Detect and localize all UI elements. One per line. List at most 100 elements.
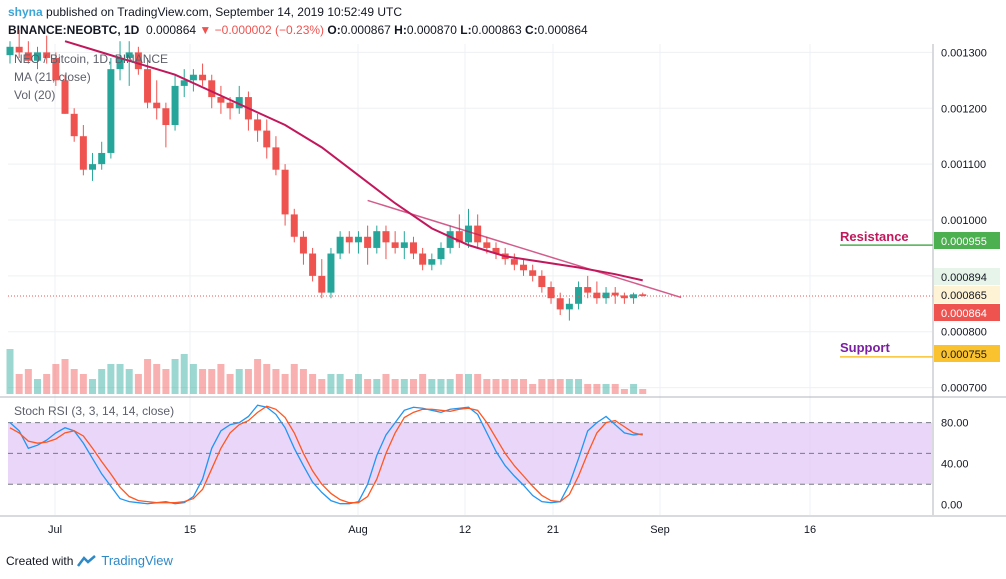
candle-body	[153, 102, 161, 109]
price-tick-label: 0.001200	[941, 103, 987, 115]
high-value: 0.000870	[406, 23, 457, 37]
symbol-label: BINANCE:NEOBTC, 1D	[8, 23, 140, 37]
volume-bar	[483, 379, 491, 394]
tradingview-brand[interactable]: TradingView	[101, 553, 173, 568]
candle-body	[144, 69, 152, 103]
volume-bar	[107, 364, 115, 394]
volume-bar	[134, 374, 142, 394]
volume-bar	[474, 374, 482, 394]
close-label: C:	[524, 23, 538, 37]
candle-body	[455, 231, 463, 243]
volume-bar	[15, 374, 23, 394]
volume-bar	[547, 379, 555, 394]
volume-bars	[6, 349, 647, 394]
created-with-label: Created with	[6, 553, 74, 568]
support-label: Support	[840, 340, 890, 355]
price-tag-label: 0.000894	[941, 272, 987, 284]
volume-bar	[309, 374, 317, 394]
candle-body	[125, 52, 133, 58]
candle-body	[217, 97, 225, 103]
volume-bar	[281, 374, 289, 394]
time-tick-label: 16	[804, 524, 816, 536]
volume-bar	[226, 374, 234, 394]
axes: 0.0013000.0012000.0011000.0010000.000900…	[0, 44, 1006, 536]
price-tag-label: 0.000955	[941, 236, 987, 248]
volume-bar	[299, 369, 307, 394]
candle-body	[208, 80, 216, 98]
candle-body	[134, 52, 142, 70]
publication-line: shyna published on TradingView.com, Sept…	[8, 4, 402, 20]
volume-bar	[575, 379, 583, 394]
volume-bar	[24, 369, 32, 394]
high-label: H:	[394, 23, 407, 37]
legend-title: NEO / Bitcoin, 1D, BINANCE	[14, 52, 169, 66]
candle-body	[309, 253, 317, 276]
candle-body	[364, 236, 372, 248]
volume-bar	[336, 374, 344, 394]
volume-bar	[428, 379, 436, 394]
volume-bar	[290, 364, 298, 394]
candle-body	[419, 253, 427, 265]
candle-body	[510, 259, 518, 265]
candle-body	[89, 164, 97, 170]
candle-body	[538, 275, 546, 288]
candle-body	[15, 46, 23, 53]
price-tag	[934, 286, 1000, 303]
candle-body	[446, 231, 454, 248]
overlays	[8, 40, 933, 358]
volume-bar	[6, 349, 14, 394]
volume-bar	[465, 374, 472, 394]
volume-bar	[89, 379, 97, 394]
volume-bar	[116, 364, 124, 394]
volume-bar	[602, 384, 610, 394]
open-label: O:	[327, 23, 341, 37]
volume-bar	[345, 379, 353, 394]
price-tick-label: 0.000700	[941, 383, 987, 395]
tradingview-logo-icon	[77, 554, 97, 567]
resistance-trendline	[367, 199, 682, 299]
candle-body	[226, 102, 234, 109]
volume-bar	[217, 364, 225, 394]
candle-body	[547, 287, 555, 299]
time-tick-label: 21	[547, 524, 559, 536]
candle-body	[529, 270, 537, 276]
time-tick-label: Aug	[348, 524, 368, 536]
candlesticks[interactable]	[6, 30, 647, 321]
volume-bar	[52, 364, 60, 394]
footer: Created with TradingView	[6, 553, 173, 568]
resistance-label: Resistance	[840, 229, 909, 244]
volume-bar	[235, 369, 243, 394]
volume-bar	[409, 379, 417, 394]
volume-bar	[419, 374, 427, 394]
candle-body	[107, 69, 115, 153]
volume-bar	[620, 389, 628, 394]
volume-bar	[373, 379, 381, 394]
candle-body	[272, 147, 280, 170]
volume-bar	[43, 374, 51, 394]
volume-bar	[244, 369, 252, 394]
volume-bar	[584, 384, 592, 394]
volume-bar	[272, 369, 280, 394]
change-value: ▼ −0.000002 (−0.23%)	[199, 23, 325, 37]
volume-bar	[254, 359, 262, 394]
volume-bar	[492, 379, 500, 394]
author-name[interactable]: shyna	[8, 5, 43, 19]
candle-body	[409, 242, 417, 254]
candle-body	[171, 85, 179, 126]
candle-body	[437, 247, 445, 260]
volume-bar	[437, 379, 445, 394]
publication-text: published on TradingView.com, September …	[42, 5, 403, 19]
candle-body	[391, 242, 399, 248]
open-value: 0.000867	[340, 23, 391, 37]
candle-body	[630, 294, 638, 299]
volume-bar	[520, 379, 528, 394]
price-tag	[934, 345, 1000, 362]
candle-body	[584, 287, 592, 293]
price-tick-label: 0.000800	[941, 327, 987, 339]
rsi-tick-label: 80.00	[941, 418, 969, 430]
candle-body	[235, 97, 243, 109]
volume-bar	[565, 379, 573, 394]
volume-bar	[501, 379, 509, 394]
candle-body	[382, 231, 390, 243]
